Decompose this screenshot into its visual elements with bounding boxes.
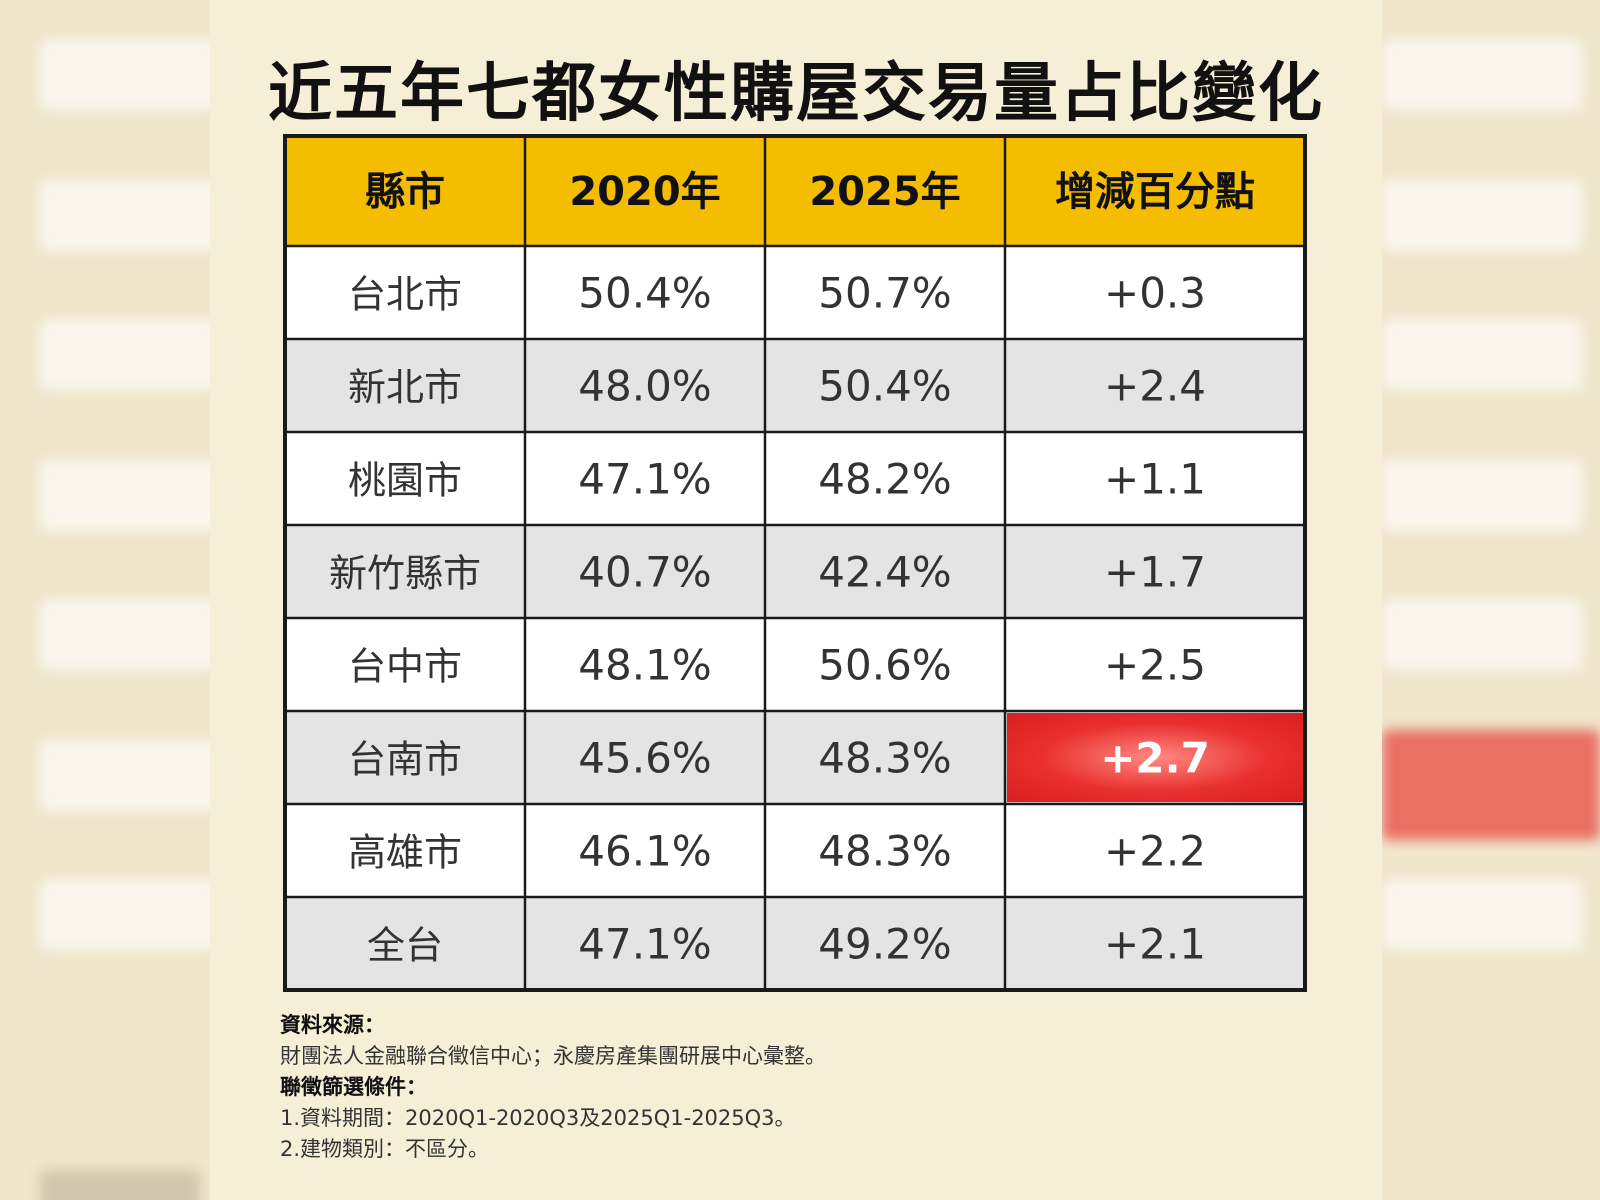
table-cell: 45.6%: [578, 734, 711, 783]
table-cell: +2.4: [1104, 362, 1206, 411]
row-label: 高雄市: [348, 831, 462, 875]
table-cell: +1.1: [1104, 455, 1206, 504]
table-cell: 46.1%: [578, 827, 711, 876]
column-header: 增減百分點: [1055, 169, 1255, 215]
background-right: [1382, 0, 1600, 1200]
background-left: [0, 0, 210, 1200]
table-cell: 48.2%: [818, 455, 951, 504]
table-cell: 48.0%: [578, 362, 711, 411]
table-cell: 50.4%: [818, 362, 951, 411]
filter-item-2: 2.建物類別：不區分。: [280, 1137, 490, 1161]
table-cell: +2.5: [1104, 641, 1206, 690]
filter-item-1: 1.資料期間：2020Q1-2020Q3及2025Q1-2025Q3。: [280, 1106, 796, 1130]
table-cell: +1.7: [1104, 548, 1206, 597]
table-row: [285, 618, 1305, 711]
table-cell: 50.4%: [578, 269, 711, 318]
source-label: 資料來源：: [280, 1013, 385, 1037]
table-row: [285, 525, 1305, 618]
table-cell: 42.4%: [818, 548, 951, 597]
table-cell: +2.2: [1104, 827, 1206, 876]
column-header: 2020年: [569, 169, 720, 215]
header-row: [285, 136, 1305, 246]
table-cell: 40.7%: [578, 548, 711, 597]
table-cell: 50.6%: [818, 641, 951, 690]
table-cell: 48.1%: [578, 641, 711, 690]
table-cell: +2.1: [1104, 920, 1206, 969]
table-cell: 48.3%: [818, 827, 951, 876]
row-label: 新竹縣市: [329, 552, 481, 596]
column-header: 2025年: [809, 169, 960, 215]
table-cell: 48.3%: [818, 734, 951, 783]
table-row: [285, 432, 1305, 525]
source-text: 財團法人金融聯合徵信中心；永慶房產集團研展中心彙整。: [280, 1044, 826, 1068]
data-table: 縣市 2020年 2025年 增減百分點台北市 50.4% 50.7% +0.3 新北市 48.…: [283, 134, 1313, 998]
table-row: [285, 246, 1305, 339]
table-row: [285, 339, 1305, 432]
table-cell: 47.1%: [578, 920, 711, 969]
table-cell: 50.7%: [818, 269, 951, 318]
table-row: [285, 804, 1305, 897]
table-border: [283, 134, 1307, 992]
row-label: 新北市: [348, 366, 462, 410]
chart-title: 近五年七都女性購屋交易量占比變化: [268, 57, 1324, 131]
row-label: 桃園市: [348, 459, 462, 503]
table-cell: 47.1%: [578, 455, 711, 504]
table-cell: +0.3: [1104, 269, 1206, 318]
highlight-cell: [1007, 713, 1303, 802]
row-label: 台北市: [348, 273, 462, 317]
row-label: 台中市: [348, 645, 462, 689]
row-label: 全台: [367, 924, 443, 968]
column-header: 縣市: [365, 169, 445, 215]
table-cell: 49.2%: [818, 920, 951, 969]
table-row: [285, 897, 1305, 990]
infographic-panel: 近五年七都女性購屋交易量占比變化 縣市 2020年 2025年 增減百分點台北市 50.…: [210, 0, 1382, 1200]
row-label: 台南市: [348, 738, 462, 782]
filter-label: 聯徵篩選條件：: [280, 1075, 427, 1099]
notes: 資料來源： 財團法人金融聯合徵信中心；永慶房產集團研展中心彙整。 聯徵篩選條件：…: [280, 1010, 826, 1165]
table-cell: +2.7: [1100, 734, 1210, 783]
